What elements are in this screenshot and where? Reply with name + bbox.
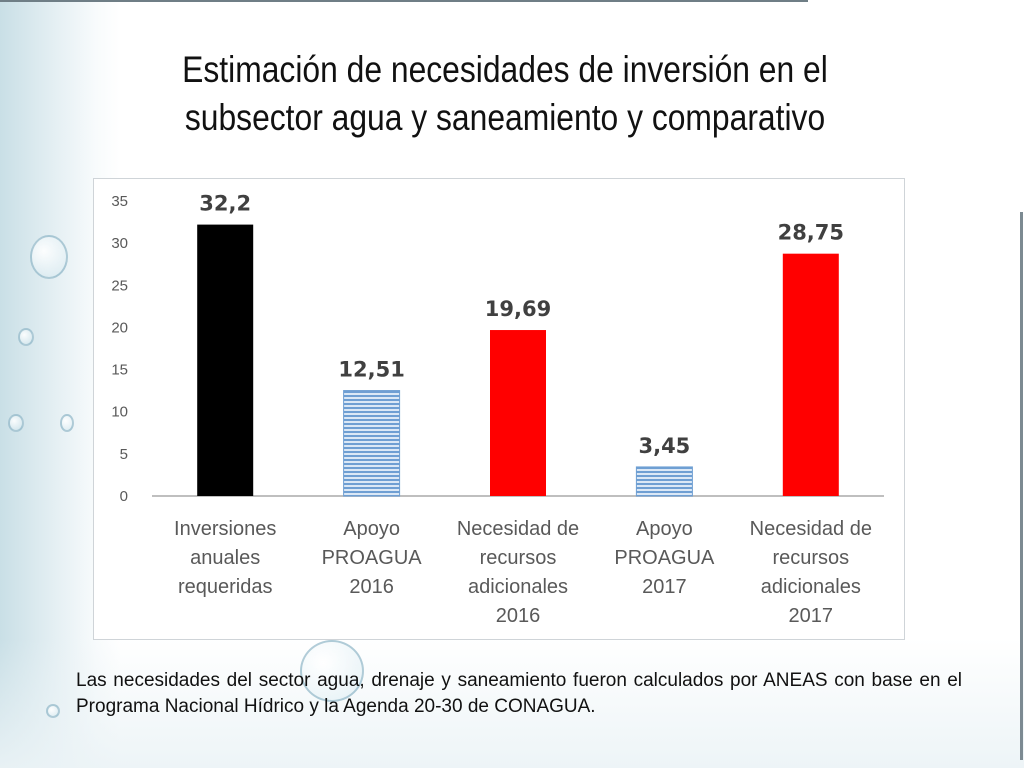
- bar-value-label: 12,51: [338, 358, 404, 382]
- water-bubble: [60, 414, 74, 432]
- x-category-label: PROAGUA: [322, 547, 423, 569]
- y-tick-label: 20: [111, 319, 128, 336]
- bar-chart-svg: 0 5 10 15 20 25 30 35 32,2 Inversiones anuales requ…: [111, 192, 884, 627]
- water-bubble: [8, 414, 24, 432]
- frame-right-line: [1020, 212, 1023, 760]
- bar: [343, 390, 401, 497]
- frame-top-line: [0, 0, 808, 2]
- slide-title: Estimación de necesidades de inversión e…: [122, 46, 887, 142]
- x-category-label: 2016: [496, 605, 541, 627]
- water-bubble: [46, 704, 60, 718]
- x-category-label: requeridas: [178, 576, 273, 598]
- y-tick-label: 25: [111, 277, 128, 294]
- y-tick-label: 35: [111, 193, 128, 210]
- water-bubble: [18, 328, 34, 346]
- bar: [490, 330, 546, 496]
- slide-caption: Las necesidades del sector agua, drenaje…: [76, 670, 962, 717]
- water-background-bottom: [0, 638, 1024, 768]
- title-line-1: Estimación de necesidades de inversión e…: [182, 49, 828, 90]
- y-tick-label: 15: [111, 362, 128, 379]
- water-bubble: [300, 640, 364, 702]
- bar: [782, 253, 839, 496]
- bar: [635, 466, 693, 497]
- title-line-2: subsector agua y saneamiento y comparati…: [184, 97, 826, 138]
- x-category-label: Apoyo: [343, 518, 400, 540]
- x-category-label: Apoyo: [636, 518, 693, 540]
- x-category-label: Inversiones: [174, 518, 276, 540]
- bar-value-label: 19,69: [485, 297, 551, 321]
- x-category-label: PROAGUA: [614, 547, 715, 569]
- bar-chart: 0 5 10 15 20 25 30 35 32,2 Inversiones anuales requ…: [93, 178, 905, 640]
- x-category-label: adicionales: [468, 576, 568, 598]
- x-category-label: anuales: [190, 547, 260, 569]
- x-category-label: adicionales: [761, 576, 861, 598]
- y-tick-label: 10: [111, 404, 128, 421]
- y-tick-label: 30: [111, 235, 128, 252]
- y-tick-label: 5: [120, 446, 128, 463]
- y-tick-label: 0: [120, 488, 128, 505]
- bar: [197, 224, 254, 496]
- x-category-label: 2017: [642, 576, 687, 598]
- bar-value-label: 3,45: [638, 434, 690, 458]
- x-category-label: Necesidad de: [457, 518, 579, 540]
- bar-value-label: 32,2: [199, 192, 251, 216]
- x-category-label: 2016: [349, 576, 394, 598]
- x-category-label: 2017: [789, 605, 834, 627]
- water-bubble: [30, 235, 68, 279]
- x-category-label: Necesidad de: [750, 518, 872, 540]
- bar-value-label: 28,75: [778, 221, 844, 245]
- x-category-label: recursos: [480, 547, 557, 569]
- x-category-label: recursos: [772, 547, 849, 569]
